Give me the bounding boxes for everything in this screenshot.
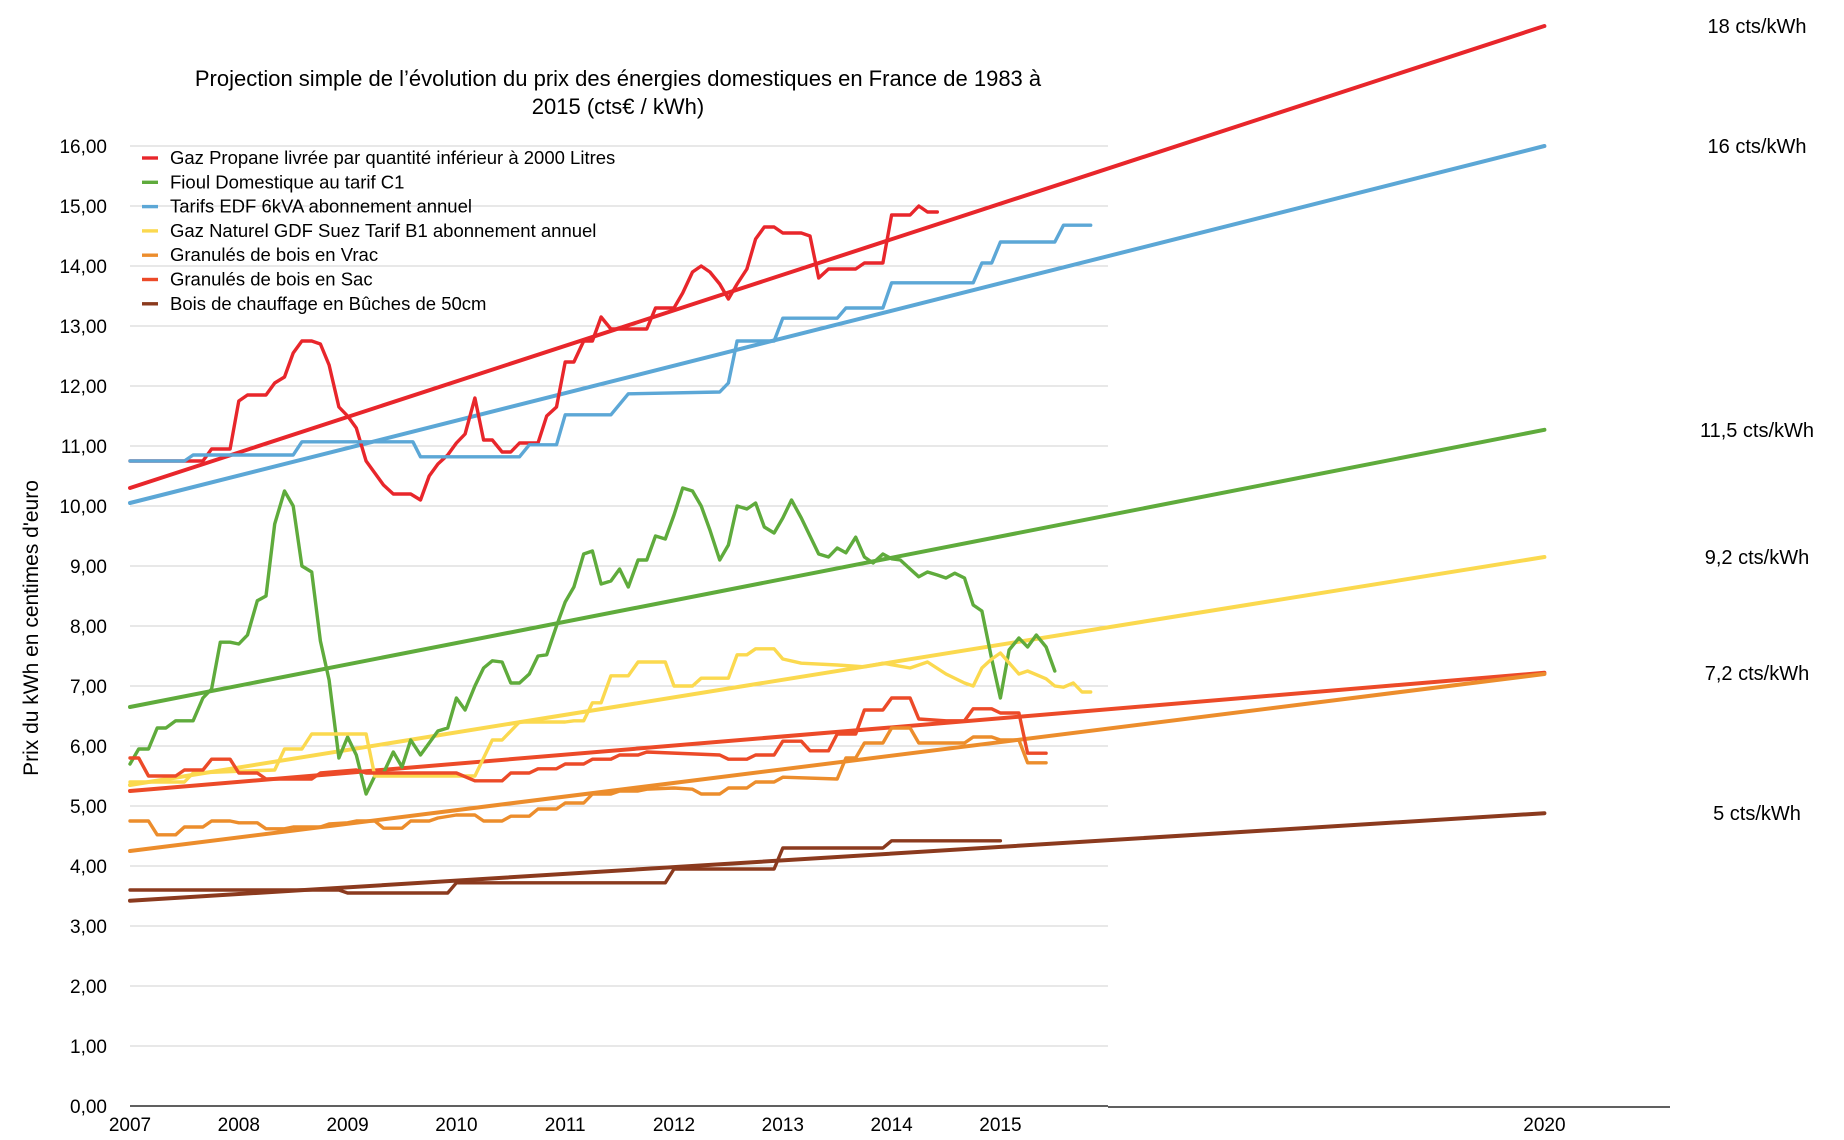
- x-tick-label: 2013: [762, 1115, 804, 1136]
- series-line: [128, 726, 1048, 837]
- legend-entry: Fioul Domestique au tarif C1: [170, 171, 404, 192]
- trend-end-label: 16 cts/kWh: [1708, 136, 1807, 158]
- x-tick-label: 2014: [870, 1115, 913, 1136]
- series-line: [128, 647, 1093, 784]
- trend-line: [128, 811, 1547, 903]
- series-line: [128, 223, 1093, 463]
- x-tick-labels: 2007 2008 2009 2010 2011 2012 2013 2014 2015 2020: [109, 1115, 1566, 1136]
- series-line: [128, 486, 1057, 796]
- legend-entry: Gaz Naturel GDF Suez Tarif B1 abonnement…: [170, 220, 596, 241]
- series-line: [128, 839, 1003, 895]
- trend-end-label: 11,5 cts/kWh: [1700, 420, 1814, 442]
- chart-title-line-2: 2015 (cts€ / kWh): [532, 94, 704, 119]
- legend-entry: Gaz Propane livrée par quantité inférieu…: [170, 147, 615, 168]
- x-tick-label: 2007: [109, 1115, 151, 1136]
- chart-title-line-1: Projection simple de l’évolution du prix…: [195, 66, 1042, 91]
- trend-line: [128, 670, 1547, 793]
- legend: Gaz Propane livrée par quantité inférieu…: [142, 147, 615, 314]
- y-tick-label: 6,00: [70, 737, 107, 758]
- trend-end-label: 9,2 cts/kWh: [1705, 547, 1809, 569]
- y-tick-label: 4,00: [70, 857, 107, 878]
- series-line: [128, 696, 1048, 783]
- y-tick-label: 13,00: [59, 317, 107, 338]
- trend-end-label: 5 cts/kWh: [1713, 803, 1801, 825]
- y-tick-label: 1,00: [70, 1037, 107, 1058]
- trend-end-label: 7,2 cts/kWh: [1705, 663, 1809, 685]
- y-tick-label: 16,00: [59, 137, 107, 158]
- x-tick-label: 2009: [326, 1115, 368, 1136]
- legend-entry: Tarifs EDF 6kVA abonnement annuel: [170, 196, 472, 217]
- y-tick-label: 14,00: [59, 257, 107, 278]
- y-tick-label: 7,00: [70, 677, 107, 698]
- x-tick-label: 2010: [435, 1115, 477, 1136]
- trend-end-labels: 18 cts/kWh 16 cts/kWh 11,5 cts/kWh 9,2 cts/…: [1700, 16, 1814, 825]
- grid-lines: [130, 145, 1108, 1047]
- trend-line: [128, 555, 1547, 787]
- x-tick-label: 2020: [1523, 1115, 1565, 1136]
- x-tick-label: 2012: [653, 1115, 695, 1136]
- y-axis-label: Prix du kWh en centimes d'euro: [20, 480, 43, 776]
- x-tick-label: 2015: [979, 1115, 1021, 1136]
- y-tick-label: 5,00: [70, 797, 107, 818]
- y-tick-label: 8,00: [70, 617, 107, 638]
- y-tick-labels: 0,00 1,00 2,00 3,00 4,00 5,00 6,00 7,00 8,00 9,00…: [59, 137, 107, 1118]
- legend-entry: Granulés de bois en Vrac: [170, 244, 378, 265]
- y-tick-label: 0,00: [70, 1097, 107, 1118]
- y-tick-label: 2,00: [70, 977, 107, 998]
- trend-end-label: 18 cts/kWh: [1708, 16, 1807, 38]
- y-tick-label: 12,00: [59, 377, 107, 398]
- y-tick-label: 9,00: [70, 557, 107, 578]
- series-lines: [128, 204, 1093, 895]
- series-line: [128, 204, 939, 502]
- x-tick-label: 2011: [545, 1115, 586, 1136]
- x-tick-label: 2008: [218, 1115, 260, 1136]
- y-tick-label: 3,00: [70, 917, 107, 938]
- trend-line: [128, 427, 1547, 709]
- trend-line: [128, 24, 1547, 490]
- y-tick-label: 10,00: [59, 497, 107, 518]
- legend-entry: Bois de chauffage en Bûches de 50cm: [170, 293, 486, 314]
- legend-entry: Granulés de bois en Sac: [170, 269, 373, 290]
- y-tick-label: 11,00: [61, 437, 107, 458]
- y-tick-label: 15,00: [59, 197, 107, 218]
